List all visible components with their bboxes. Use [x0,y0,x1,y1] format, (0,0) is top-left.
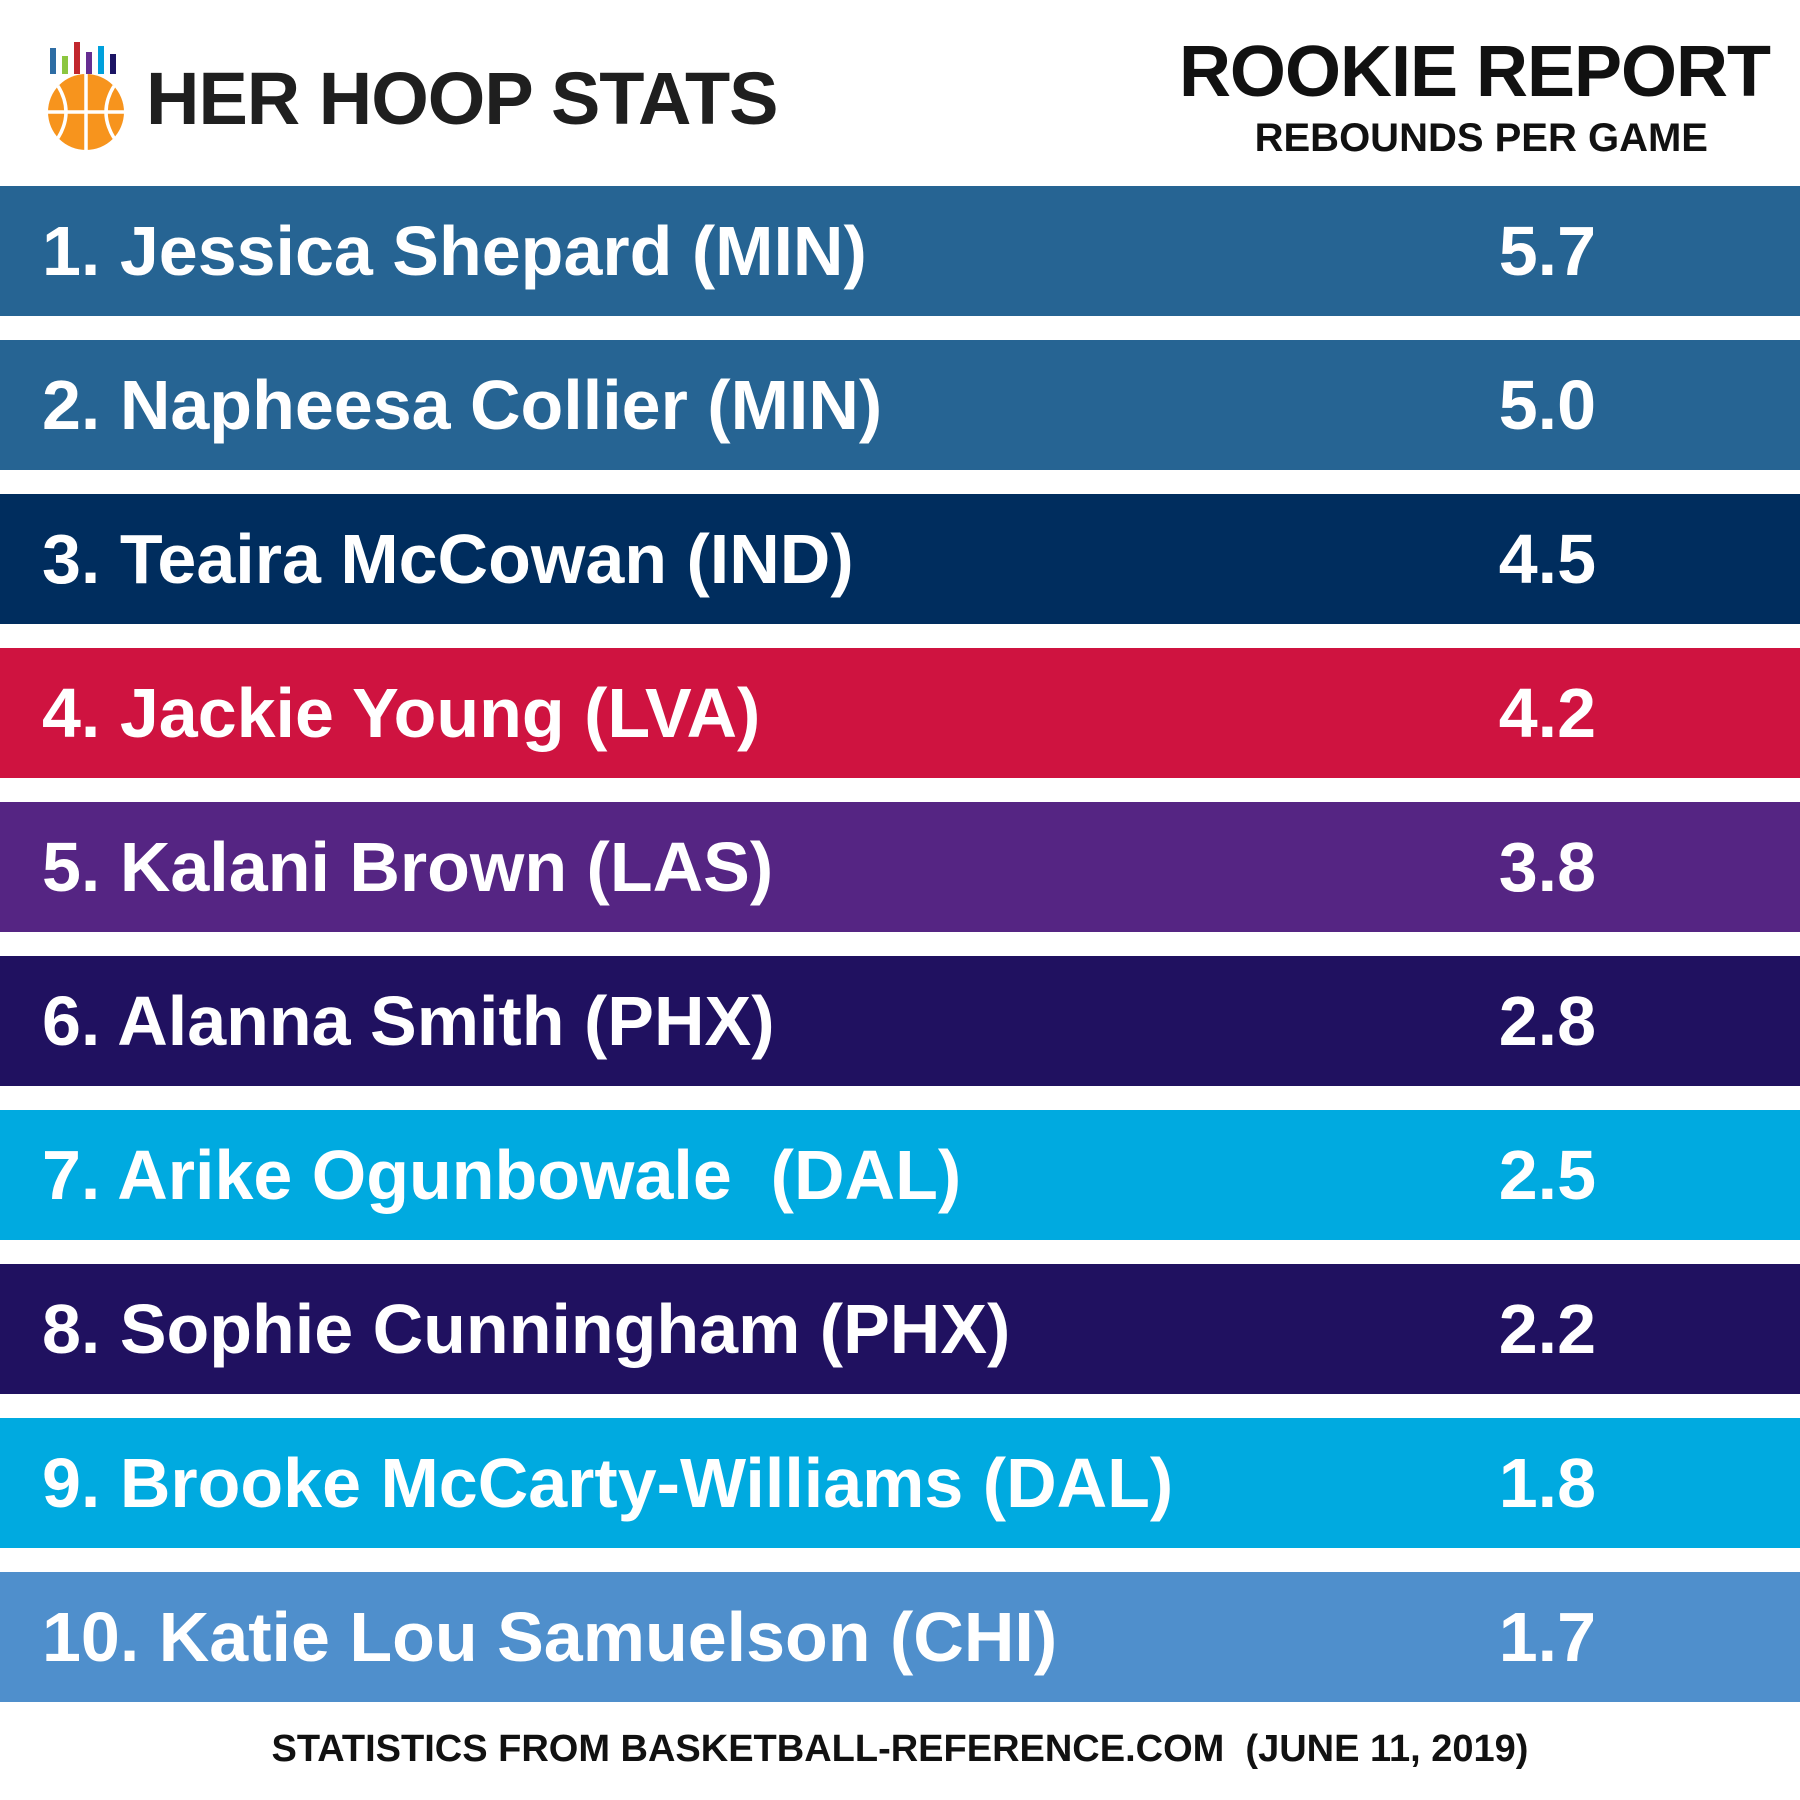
rebounds-value: 2.5 [1498,1136,1596,1214]
player-label: 3. Teaira McCowan (IND) [42,520,854,598]
ranking-row: 9. Brooke McCarty-Williams (DAL) 1.8 [0,1418,1800,1548]
report-subtitle: REBOUNDS PER GAME [1254,116,1708,160]
logo-bar [86,52,92,74]
logo-bar [110,54,116,74]
ranking-row: 10. Katie Lou Samuelson (CHI) 1.7 [0,1572,1800,1702]
player-label: 10. Katie Lou Samuelson (CHI) [42,1598,1058,1676]
rebounds-value: 1.8 [1498,1444,1596,1522]
player-label: 8. Sophie Cunningham (PHX) [42,1290,1011,1368]
rebounds-value: 2.2 [1498,1290,1596,1368]
ranking-row: 4. Jackie Young (LVA) 4.2 [0,648,1800,778]
header: HER HOOP STATS ROOKIE REPORT REBOUNDS PE… [0,0,1800,186]
rebounds-value: 4.5 [1498,520,1596,598]
player-label: 4. Jackie Young (LVA) [42,674,761,752]
brand-name: HER HOOP STATS [146,57,779,140]
ranking-row: 6. Alanna Smith (PHX) 2.8 [0,956,1800,1086]
ranking-row: 8. Sophie Cunningham (PHX) 2.2 [0,1264,1800,1394]
rebounds-value: 4.2 [1498,674,1596,752]
logo-bar [74,42,80,74]
rebounds-value: 5.7 [1498,212,1596,290]
rebounds-value: 3.8 [1498,828,1596,906]
player-label: 7. Arike Ogunbowale (DAL) [42,1136,962,1214]
player-label: 5. Kalani Brown (LAS) [42,828,774,906]
source-footer: STATISTICS FROM BASKETBALL-REFERENCE.COM… [271,1728,1529,1770]
ranking-row: 2. Napheesa Collier (MIN) 5.0 [0,340,1800,470]
player-label: 9. Brooke McCarty-Williams (DAL) [42,1444,1174,1522]
basketball-bar-chart-logo-icon [48,42,124,150]
rebounds-value: 5.0 [1498,366,1596,444]
rebounds-value: 2.8 [1498,982,1596,1060]
rebounds-value: 1.7 [1498,1598,1596,1676]
player-label: 2. Napheesa Collier (MIN) [42,366,883,444]
report-title: ROOKIE REPORT [1178,32,1771,112]
player-label: 6. Alanna Smith (PHX) [42,982,775,1060]
logo-bar [50,48,56,74]
ranking-row: 5. Kalani Brown (LAS) 3.8 [0,802,1800,932]
ranking-row: 7. Arike Ogunbowale (DAL) 2.5 [0,1110,1800,1240]
ranking-row: 1. Jessica Shepard (MIN) 5.7 [0,186,1800,316]
logo-bar [98,46,104,74]
ranking-row: 3. Teaira McCowan (IND) 4.5 [0,494,1800,624]
logo-bar [62,56,68,74]
player-label: 1. Jessica Shepard (MIN) [42,212,867,290]
